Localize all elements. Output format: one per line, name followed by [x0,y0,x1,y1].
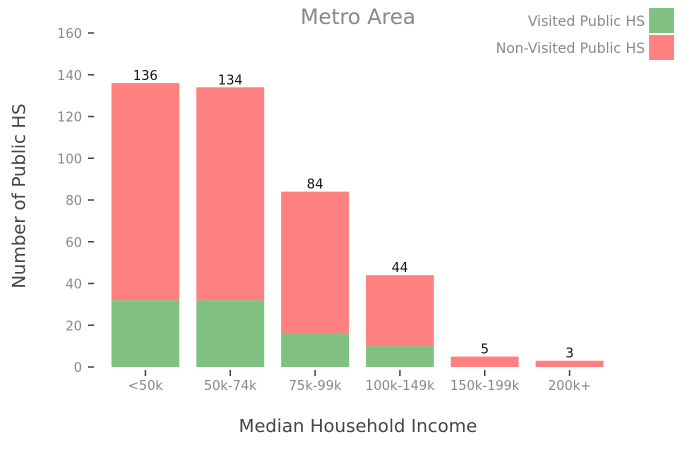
y-tick-label: 60 [65,236,82,251]
x-tick-label: 150k-199k [450,379,520,394]
x-tick-label: 100k-149k [365,379,435,394]
bar-total-label: 134 [218,73,243,88]
legend-swatch [649,8,674,33]
legend-swatch [649,35,674,60]
bar-total-label: 3 [565,347,573,362]
bar-non-visited [281,191,350,334]
y-tick-label: 100 [57,152,82,167]
x-tick-label: <50k [128,379,163,394]
y-tick-label: 120 [57,111,82,126]
bar-visited [196,300,265,367]
y-tick-label: 140 [57,69,82,84]
bar-non-visited [450,356,519,367]
chart-title: Metro Area [300,5,415,29]
y-tick-label: 80 [65,194,82,209]
bar-total-label: 44 [392,261,409,276]
bar-visited [111,300,180,367]
y-tick-label: 20 [65,319,82,334]
bar-total-label: 136 [133,69,158,84]
x-tick-label: 75k-99k [289,379,342,394]
y-axis: 0 20 40 60 80 100 120 140 160 [57,27,94,376]
x-axis: <50k 50k-74k 75k-99k 100k-149k 150k-199k 200k… [128,370,591,394]
bar-non-visited [196,87,265,301]
legend-label: Non-Visited Public HS [496,41,645,57]
bar-visited [365,346,434,367]
bar-non-visited [535,360,604,367]
x-tick-label: 200k+ [548,379,591,394]
y-tick-label: 40 [65,278,82,293]
y-tick-label: 160 [57,27,82,42]
legend-label: Visited Public HS [528,14,645,30]
legend: Visited Public HS Non-Visited Public HS [496,8,674,60]
bar-non-visited [365,275,434,347]
bars: 136 134 84 44 5 3 [111,69,604,367]
bar-non-visited [111,83,180,301]
bar-total-label: 5 [481,343,489,358]
y-axis-title: Number of Public HS [9,103,30,288]
x-tick-label: 50k-74k [204,379,257,394]
x-axis-title: Median Household Income [239,416,477,437]
bar-visited [281,333,350,367]
y-tick-label: 0 [74,361,82,376]
bar-total-label: 84 [307,178,324,193]
